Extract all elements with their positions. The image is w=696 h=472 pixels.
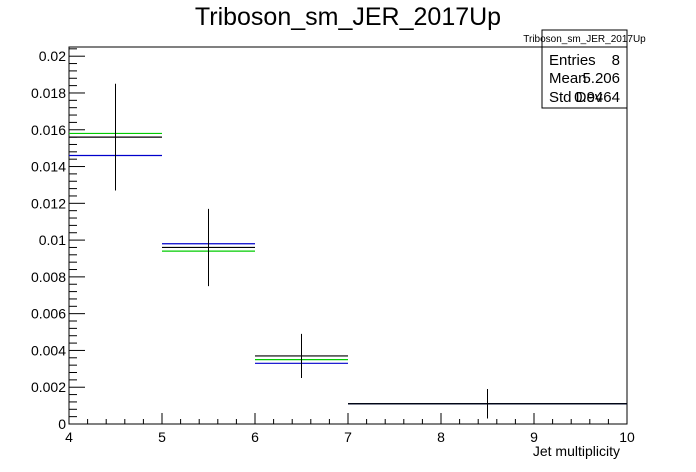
y-tick-label: 0.016 [31, 122, 66, 138]
x-tick-label: 5 [158, 429, 166, 445]
x-tick-label: 6 [251, 429, 259, 445]
x-axis: 4 5 6 7 8 9 10 [65, 413, 635, 445]
y-tick-label: 0.002 [31, 379, 66, 395]
stats-stddev-label: Std Dev [549, 89, 603, 106]
stats-box-title: Triboson_sm_JER_2017Up [523, 34, 646, 45]
x-tick-label: 9 [530, 429, 538, 445]
stats-entries-label: Entries [549, 52, 596, 69]
x-tick-label: 7 [344, 429, 352, 445]
x-axis-label: Jet multiplicity [533, 443, 620, 459]
x-tick-label: 8 [437, 429, 445, 445]
y-tick-label: 0 [58, 416, 66, 432]
y-tick-label: 0.012 [31, 195, 66, 211]
stats-mean-value: 5.206 [582, 70, 620, 87]
y-axis: 0 0.002 0.004 0.006 0.008 0.01 0.012 0.014 0.016… [31, 48, 85, 432]
y-tick-label: 0.008 [31, 269, 66, 285]
y-tick-label: 0.01 [39, 232, 66, 248]
y-tick-label: 0.014 [31, 159, 66, 175]
y-tick-label: 0.006 [31, 306, 66, 322]
x-tick-label: 10 [619, 429, 635, 445]
y-tick-label: 0.004 [31, 342, 66, 358]
stats-stddev-value: 0.9464 [574, 89, 620, 106]
stats-box: Triboson_sm_JER_2017Up Entries 8 Mean 5.… [523, 29, 646, 109]
stats-entries-value: 8 [612, 52, 620, 69]
y-tick-label: 0.018 [31, 85, 66, 101]
x-tick-label: 4 [65, 429, 73, 445]
histogram-series [69, 83, 627, 419]
stats-mean-label: Mean [549, 70, 587, 87]
chart-title: Triboson_sm_JER_2017Up [195, 3, 501, 31]
y-tick-label: 0.02 [39, 48, 66, 64]
